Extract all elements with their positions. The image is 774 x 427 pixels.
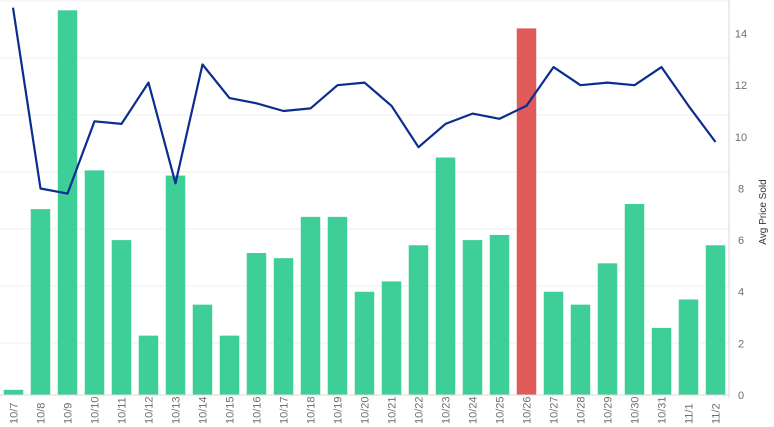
- x-axis-ticks: 10/7 10/8 10/9 10/10 10/11 10/12 10/13 10/14 10/…: [9, 396, 723, 424]
- y-tick-label: 6: [738, 235, 744, 247]
- bar-10-28: [570, 304, 591, 395]
- x-tick-label: 10/28: [576, 396, 588, 424]
- x-tick-label: 10/30: [630, 396, 642, 424]
- bar-10-23: [435, 157, 456, 395]
- bar-10-16: [246, 253, 267, 395]
- bar-10-17: [273, 258, 294, 395]
- x-tick-label: 10/10: [90, 396, 102, 424]
- bar-10-9: [57, 10, 78, 396]
- bar-10-12: [138, 335, 159, 395]
- bar-10-31: [651, 327, 672, 395]
- y-tick-label: 8: [738, 183, 744, 195]
- y-tick-label: 4: [738, 287, 744, 299]
- bar-series: [3, 10, 726, 396]
- bar-10-25: [489, 234, 510, 395]
- x-tick-label: 10/19: [333, 396, 345, 424]
- avg-price-line: [11, 7, 717, 195]
- x-tick-label: 10/27: [549, 396, 561, 424]
- x-tick-label: 10/31: [657, 396, 669, 424]
- bar-10-15: [219, 335, 240, 395]
- bar-10-27: [543, 291, 564, 395]
- x-tick-label: 10/8: [36, 403, 48, 424]
- x-tick-label: 10/11: [117, 397, 129, 424]
- bar-10-20: [354, 291, 375, 395]
- y-tick-label: 14: [735, 29, 747, 41]
- x-tick-label: 10/26: [522, 396, 534, 424]
- x-tick-label: 10/24: [468, 396, 480, 424]
- x-tick-label: 10/22: [414, 396, 426, 424]
- x-tick-label: 10/21: [387, 396, 399, 424]
- y-tick-label: 2: [738, 338, 744, 350]
- x-tick-label: 10/20: [360, 396, 372, 424]
- bar-10-26: [516, 28, 537, 396]
- x-tick-label: 10/9: [63, 403, 75, 424]
- y-tick-label: 10: [735, 132, 747, 144]
- gridlines: [0, 0, 729, 344]
- x-tick-label: 11/2: [711, 403, 723, 424]
- x-tick-label: 10/7: [9, 403, 21, 424]
- y-tick-label: 12: [735, 80, 747, 92]
- bar-10-18: [300, 216, 321, 395]
- x-tick-label: 11/1: [684, 403, 696, 424]
- bar-11-1: [678, 299, 699, 395]
- bar-10-13: [165, 175, 186, 395]
- x-tick-label: 10/25: [495, 396, 507, 424]
- x-tick-label: 10/29: [603, 396, 615, 424]
- y-tick-label: 0: [738, 390, 744, 402]
- x-tick-label: 10/13: [171, 396, 183, 424]
- y-axis-ticks: 0 2 4 6 8 10 12 14: [735, 29, 747, 402]
- x-tick-label: 10/16: [252, 396, 264, 424]
- bar-10-8: [30, 209, 51, 395]
- bar-10-19: [327, 216, 348, 395]
- bar-10-11: [111, 240, 132, 395]
- bar-10-14: [192, 304, 213, 395]
- x-tick-label: 10/18: [306, 396, 318, 424]
- bar-10-30: [624, 203, 645, 395]
- bar-11-2: [705, 245, 726, 395]
- x-tick-label: 10/17: [279, 396, 291, 424]
- bar-10-21: [381, 281, 402, 395]
- bar-10-29: [597, 263, 618, 395]
- y-axis-title: Avg Price Sold: [758, 179, 769, 244]
- x-tick-label: 10/12: [144, 396, 156, 424]
- bar-10-24: [462, 240, 483, 395]
- bar-10-10: [84, 170, 105, 395]
- x-tick-label: 10/14: [198, 396, 210, 424]
- x-tick-label: 10/15: [225, 396, 237, 424]
- bar-10-22: [408, 245, 429, 395]
- bar-10-7: [3, 389, 24, 395]
- x-tick-label: 10/23: [441, 396, 453, 424]
